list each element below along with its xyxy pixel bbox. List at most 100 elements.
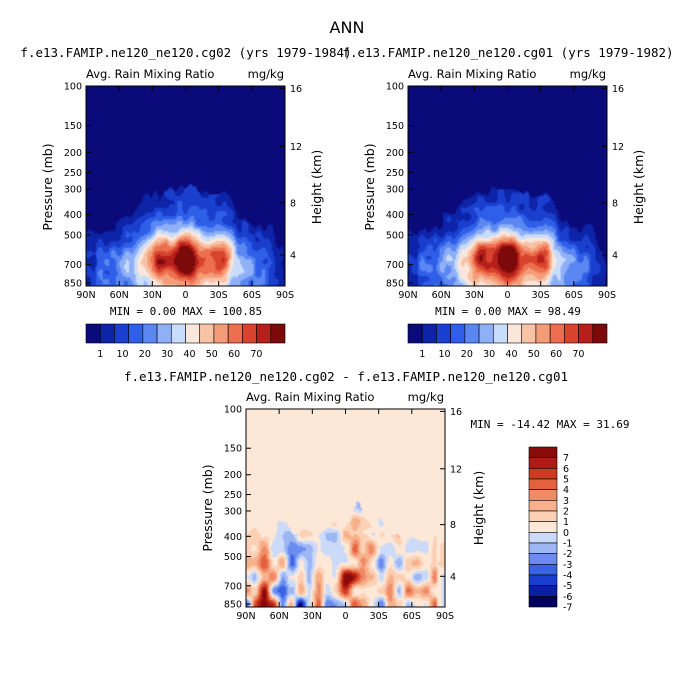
x-tick-label: 90S <box>598 290 616 301</box>
y-right-tick-label: 16 <box>290 84 302 95</box>
x-tick-label: 90S <box>436 611 454 622</box>
y-tick-label: 300 <box>224 506 242 517</box>
colorbar-label: 70 <box>572 349 584 360</box>
colorbar-label: 10 <box>438 349 450 360</box>
colorbar-swatch <box>528 446 558 458</box>
colorbar-label: 70 <box>250 349 262 360</box>
colorbar-label: 0 <box>563 528 569 539</box>
panel-difference: f.e13.FAMIP.ne120_ne120.cg02 - f.e13.FAM… <box>124 369 629 622</box>
y-tick-label: 400 <box>386 210 404 221</box>
colorbar-swatch <box>528 478 558 490</box>
colorbar-swatch <box>436 323 451 344</box>
x-tick-label: 30N <box>143 290 162 301</box>
x-tick-label: 60S <box>565 290 583 301</box>
colorbar-swatch <box>528 596 558 608</box>
panel-title: f.e13.FAMIP.ne120_ne120.cg02 - f.e13.FAM… <box>124 369 568 384</box>
colorbar-swatch <box>242 323 257 344</box>
colorbar-swatch <box>407 323 423 344</box>
colorbar: 1 10 20 30 40 50 60 70 <box>407 323 608 360</box>
y-axis-right-label: Height (km) <box>631 150 646 224</box>
colorbar-swatch <box>528 468 558 480</box>
colorbar-swatch <box>421 323 437 344</box>
colorbar-label: 2 <box>563 507 569 518</box>
colorbar-swatch <box>528 564 558 576</box>
y-right-tick-label: 16 <box>612 84 624 95</box>
colorbar-swatch <box>528 574 558 586</box>
x-tick-label: 0 <box>182 290 188 301</box>
colorbar-label: 1 <box>419 349 425 360</box>
x-tick-label: 30S <box>370 611 388 622</box>
x-tick-label: 30S <box>532 290 550 301</box>
colorbar-swatch <box>528 489 558 501</box>
panel-cg01: f.e13.FAMIP.ne120_ne120.cg01 (yrs 1979-1… <box>342 45 673 360</box>
y-right-tick-label: 16 <box>450 407 462 418</box>
colorbar-label: 4 <box>563 485 569 496</box>
colorbar-swatch <box>528 500 558 512</box>
y-right-tick-label: 8 <box>450 520 456 531</box>
units-label: mg/kg <box>248 67 284 81</box>
colorbar-swatch <box>578 323 594 344</box>
y-right-tick-label: 4 <box>450 572 456 583</box>
x-tick-label: 30N <box>465 290 484 301</box>
variable-label: Avg. Rain Mixing Ratio <box>408 67 536 81</box>
colorbar-label: 60 <box>550 349 562 360</box>
colorbar-label: 20 <box>139 349 151 360</box>
y-tick-label: 200 <box>386 148 404 159</box>
colorbar-swatch <box>507 323 523 344</box>
colorbar-label: 1 <box>97 349 103 360</box>
colorbar-label: 40 <box>183 349 195 360</box>
x-tick-label: 90N <box>236 611 255 622</box>
y-tick-label: 250 <box>224 490 242 501</box>
variable-label: Avg. Rain Mixing Ratio <box>246 390 374 404</box>
y-tick-label: 150 <box>386 121 404 132</box>
colorbar-swatch <box>114 323 129 344</box>
y-tick-label: 500 <box>224 552 242 563</box>
y-right-tick-label: 4 <box>612 251 618 262</box>
x-tick-label: 0 <box>342 611 348 622</box>
y-axis-right-label: Height (km) <box>471 471 486 545</box>
units-label: mg/kg <box>408 390 444 404</box>
colorbar-swatch <box>213 323 229 344</box>
colorbar-label: 50 <box>206 349 218 360</box>
y-tick-label: 200 <box>224 470 242 481</box>
units-label: mg/kg <box>570 67 606 81</box>
panel-title: f.e13.FAMIP.ne120_ne120.cg01 (yrs 1979-1… <box>342 45 673 60</box>
colorbar-label: -2 <box>563 549 572 560</box>
colorbar-swatch <box>528 457 558 469</box>
y-tick-label: 700 <box>64 260 82 271</box>
variable-label: Avg. Rain Mixing Ratio <box>86 67 214 81</box>
y-tick-label: 850 <box>386 279 404 290</box>
y-tick-label: 200 <box>64 148 82 159</box>
y-tick-label: 300 <box>386 185 404 196</box>
colorbar-swatch <box>142 323 158 344</box>
colorbar-label: -6 <box>563 592 572 603</box>
y-tick-label: 850 <box>224 600 242 611</box>
min-max-text: MIN = 0.00 MAX = 100.85 <box>110 305 262 318</box>
x-tick-label: 90S <box>276 290 294 301</box>
x-tick-label: 60S <box>243 290 261 301</box>
colorbar-swatch <box>185 323 201 344</box>
x-tick-label: 90N <box>398 290 417 301</box>
colorbar-label: -1 <box>563 539 572 550</box>
heatmap-plot: 90N 60N 30N 0 30S 60S 90S 100 150 200 250 300 400 500… <box>386 82 624 302</box>
page-title: ANN <box>330 18 365 37</box>
x-tick-label: 30N <box>303 611 322 622</box>
colorbar-label: 7 <box>563 453 569 464</box>
colorbar-swatch <box>156 323 172 344</box>
y-tick-label: 100 <box>64 82 82 93</box>
min-max-text: MIN = -14.42 MAX = 31.69 <box>471 418 630 431</box>
x-tick-label: 30S <box>210 290 228 301</box>
y-tick-label: 300 <box>64 185 82 196</box>
y-right-tick-label: 12 <box>290 142 302 153</box>
y-tick-label: 150 <box>64 121 82 132</box>
colorbar-swatch <box>478 323 494 344</box>
heatmap-plot: 90N 60N 30N 0 30S 60S 90S 100 150 200 250 300 400 500… <box>224 405 462 623</box>
colorbar-swatch <box>450 323 466 344</box>
colorbar-swatch <box>528 532 558 544</box>
colorbar-label: -7 <box>563 603 572 614</box>
x-tick-label: 60N <box>110 290 129 301</box>
heatmap-field <box>86 86 285 286</box>
colorbar-label: -4 <box>563 571 572 582</box>
colorbar-swatch <box>549 323 565 344</box>
